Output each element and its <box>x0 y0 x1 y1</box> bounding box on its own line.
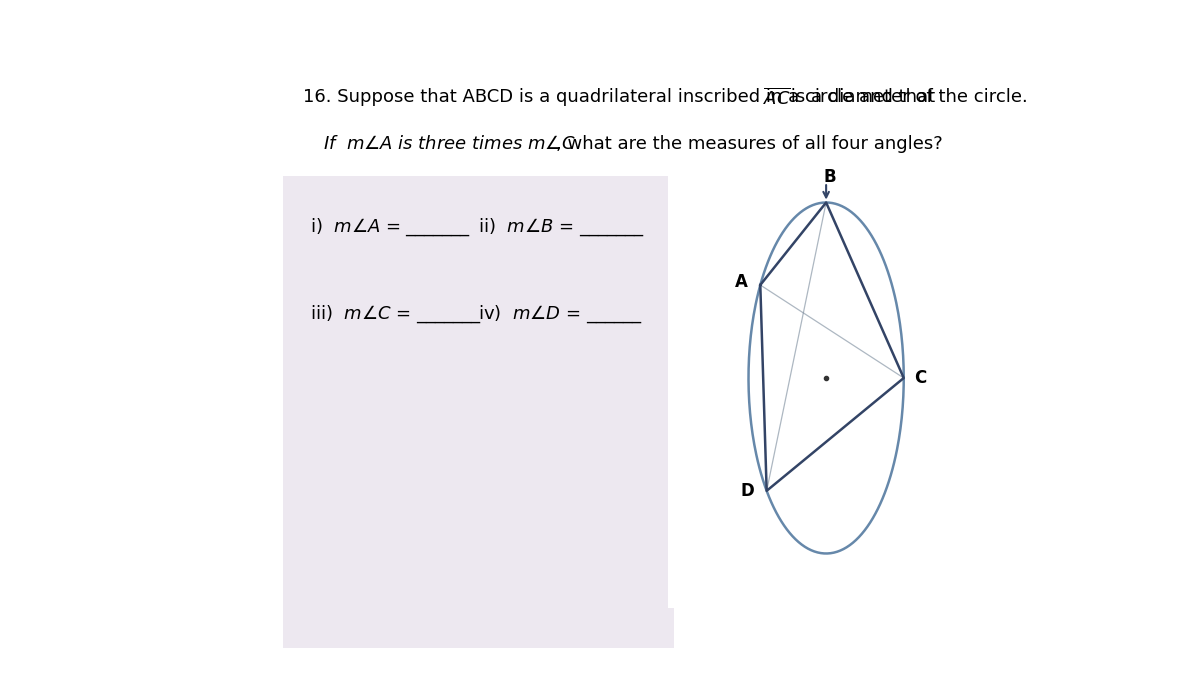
Text: , what are the measures of all four angles?: , what are the measures of all four angl… <box>556 135 943 153</box>
Text: A: A <box>736 273 748 291</box>
Text: $\overline{AC}$: $\overline{AC}$ <box>763 88 791 109</box>
Text: C: C <box>914 369 926 387</box>
Text: i)  $m\angle A$ = _______: i) $m\angle A$ = _______ <box>310 216 470 238</box>
Text: D: D <box>740 482 755 500</box>
FancyBboxPatch shape <box>283 176 674 648</box>
Text: 16. Suppose that ABCD is a quadrilateral inscribed in a circle and that: 16. Suppose that ABCD is a quadrilateral… <box>302 88 941 106</box>
FancyBboxPatch shape <box>667 68 917 608</box>
Text: iii)  $m\angle C$ = _______: iii) $m\angle C$ = _______ <box>310 304 481 325</box>
Text: iv)  $m\angle D$ = ______: iv) $m\angle D$ = ______ <box>479 304 643 325</box>
Text: ii)  $m\angle B$ = _______: ii) $m\angle B$ = _______ <box>479 216 644 238</box>
Text: If  $m\angle A$ is three times $m\angle C$: If $m\angle A$ is three times $m\angle C… <box>323 135 576 153</box>
Text: B: B <box>823 167 836 186</box>
Text: is a diameter of the circle.: is a diameter of the circle. <box>785 88 1027 106</box>
